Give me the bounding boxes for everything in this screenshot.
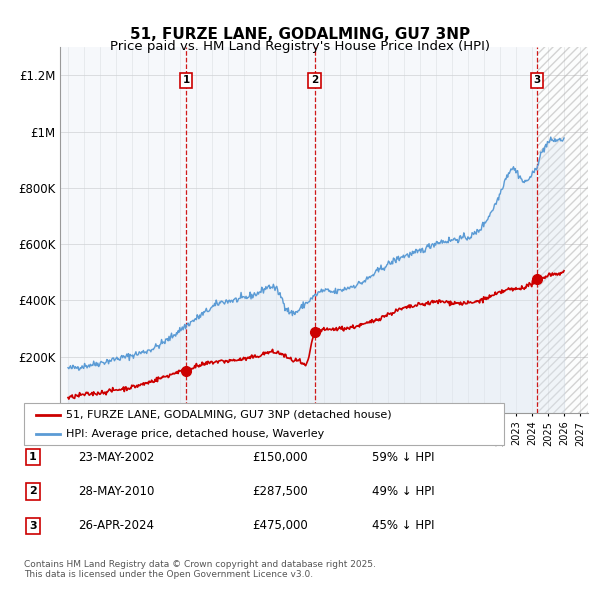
Text: 2: 2	[311, 75, 318, 85]
Text: Price paid vs. HM Land Registry's House Price Index (HPI): Price paid vs. HM Land Registry's House …	[110, 40, 490, 53]
Text: 26-APR-2024: 26-APR-2024	[78, 519, 154, 532]
Text: 51, FURZE LANE, GODALMING, GU7 3NP: 51, FURZE LANE, GODALMING, GU7 3NP	[130, 27, 470, 41]
Text: £287,500: £287,500	[252, 485, 308, 498]
Bar	[537, 47, 588, 413]
Text: 2: 2	[29, 487, 37, 496]
Bar	[537, 47, 588, 413]
Text: 23-MAY-2002: 23-MAY-2002	[78, 451, 154, 464]
Text: HPI: Average price, detached house, Waverley: HPI: Average price, detached house, Wave…	[66, 428, 324, 438]
Text: 3: 3	[29, 521, 37, 530]
Bar	[314, 47, 537, 413]
Text: 28-MAY-2010: 28-MAY-2010	[78, 485, 154, 498]
Text: 3: 3	[533, 75, 541, 85]
Text: Contains HM Land Registry data © Crown copyright and database right 2025.
This d: Contains HM Land Registry data © Crown c…	[24, 560, 376, 579]
Bar	[60, 47, 186, 413]
Text: 49% ↓ HPI: 49% ↓ HPI	[372, 485, 434, 498]
Text: 45% ↓ HPI: 45% ↓ HPI	[372, 519, 434, 532]
Text: 59% ↓ HPI: 59% ↓ HPI	[372, 451, 434, 464]
Text: 51, FURZE LANE, GODALMING, GU7 3NP (detached house): 51, FURZE LANE, GODALMING, GU7 3NP (deta…	[66, 410, 392, 420]
Text: 1: 1	[182, 75, 190, 85]
Text: 1: 1	[29, 453, 37, 462]
Text: £475,000: £475,000	[252, 519, 308, 532]
Bar	[186, 47, 314, 413]
Text: £150,000: £150,000	[252, 451, 308, 464]
